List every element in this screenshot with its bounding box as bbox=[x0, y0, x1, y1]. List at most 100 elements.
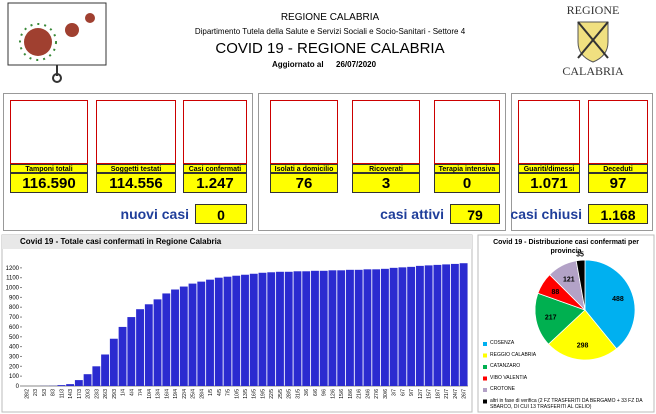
x-tick-label: 29/3 bbox=[112, 389, 118, 399]
updated-label: Aggiornato al bbox=[272, 60, 324, 69]
x-tick-label: 24/7 bbox=[453, 389, 459, 399]
y-tick-label: 1100 bbox=[6, 276, 20, 282]
bar bbox=[249, 273, 258, 386]
bar bbox=[57, 385, 66, 386]
card-value: 0 bbox=[434, 173, 500, 193]
bar bbox=[241, 274, 249, 386]
bar bbox=[74, 380, 83, 386]
bar bbox=[433, 264, 442, 386]
bar bbox=[258, 272, 267, 386]
legend-entry-box: CATANZARO bbox=[490, 363, 520, 369]
header-title: REGIONE CALABRIA bbox=[280, 12, 380, 23]
y-tick-label: 200 bbox=[9, 364, 20, 370]
card-label: Tamponi totali bbox=[10, 164, 88, 173]
group-closed bbox=[511, 93, 653, 231]
pie-slice bbox=[575, 259, 586, 311]
card-value: 114.556 bbox=[96, 173, 176, 193]
x-tick-label: 7/4 bbox=[138, 389, 144, 396]
legend-entry: CROTONE bbox=[490, 386, 515, 392]
x-tick-label: 2/3 bbox=[33, 389, 39, 396]
bar bbox=[223, 276, 232, 386]
y-tick-label: 300 bbox=[9, 354, 20, 360]
legend-entry: VIBO VALENTIA bbox=[490, 374, 528, 381]
logo-bottom: CALABRIA bbox=[562, 64, 624, 78]
bar bbox=[276, 271, 284, 386]
x-tick-label: 1/4 bbox=[121, 389, 127, 396]
bar bbox=[389, 267, 398, 386]
card-label: Isolati a domicilio bbox=[270, 164, 338, 173]
card-value: 97 bbox=[588, 173, 648, 193]
pie-slice bbox=[534, 292, 586, 345]
bar bbox=[214, 277, 223, 386]
card-value: 1.247 bbox=[183, 173, 247, 193]
x-tick-label: 27/6 bbox=[374, 389, 380, 399]
bar bbox=[136, 309, 144, 386]
bar bbox=[442, 264, 451, 386]
legend-entry: COSENZA bbox=[490, 340, 515, 346]
x-tick-label: 20/3 bbox=[86, 389, 92, 399]
x-tick-label: 16/4 bbox=[164, 389, 170, 399]
x-tick-label: 16/5 bbox=[252, 389, 258, 399]
x-tick-label: 13/5 bbox=[243, 389, 249, 399]
y-tick-label: 700 bbox=[9, 315, 20, 321]
x-tick-label: 25/4 bbox=[191, 389, 197, 399]
x-tick-label: 13/4 bbox=[156, 389, 162, 399]
bar bbox=[450, 263, 459, 386]
y-tick-label: 400 bbox=[9, 345, 20, 351]
legend-entry-box: COSENZA bbox=[490, 340, 515, 346]
bar bbox=[197, 281, 206, 386]
y-tick-label: 100 bbox=[9, 374, 20, 380]
x-tick-label: 14/3 bbox=[68, 389, 74, 399]
bar bbox=[407, 266, 416, 386]
bar bbox=[171, 289, 179, 386]
y-tick-label: 1000 bbox=[6, 286, 20, 292]
group-active bbox=[258, 93, 506, 231]
pie-slice bbox=[547, 309, 618, 361]
x-tick-label: 19/4 bbox=[173, 389, 179, 399]
y-tick-label: 800 bbox=[9, 305, 20, 311]
x-tick-label: 6/6 bbox=[313, 389, 319, 396]
summary-label: nuovi casi bbox=[120, 206, 189, 222]
legend-entry-box: CROTONE bbox=[490, 386, 515, 392]
bar bbox=[66, 384, 75, 386]
bar bbox=[118, 326, 127, 386]
x-tick-label: 28/4 bbox=[199, 389, 205, 399]
x-tick-label: 10/4 bbox=[147, 389, 153, 399]
summary-label: casi chiusi bbox=[510, 206, 582, 222]
card-icon bbox=[10, 100, 88, 164]
card-label: Terapia intensiva bbox=[434, 164, 500, 173]
card-label: Guariti/dimessi bbox=[518, 164, 580, 173]
pie-value-label: 88 bbox=[552, 289, 560, 296]
card-icon bbox=[183, 100, 247, 164]
card-label: Casi confermati bbox=[183, 164, 247, 173]
bar bbox=[284, 271, 293, 386]
x-tick-label: 9/7 bbox=[409, 389, 415, 396]
x-tick-label: 4/4 bbox=[129, 389, 135, 396]
x-tick-label: 15/7 bbox=[427, 389, 433, 399]
bar bbox=[459, 263, 468, 386]
x-tick-label: 22/5 bbox=[269, 389, 275, 399]
x-tick-label: 28/2 bbox=[24, 389, 30, 399]
x-tick-label: 3/6 bbox=[304, 389, 310, 396]
legend-entry-box: altri in fase di verifica (2 FZ TRASFERI… bbox=[490, 398, 642, 410]
x-tick-label: 9/6 bbox=[322, 389, 328, 396]
x-tick-label: 18/7 bbox=[435, 389, 441, 399]
y-tick-label: 900 bbox=[9, 295, 20, 301]
x-tick-label: 5/3 bbox=[42, 389, 48, 396]
bar bbox=[372, 269, 381, 386]
x-tick-label: 26/7 bbox=[462, 389, 468, 399]
y-tick-label: 500 bbox=[9, 335, 20, 341]
x-tick-label: 6/7 bbox=[400, 389, 406, 396]
x-tick-label: 1/5 bbox=[208, 389, 214, 396]
summary-value: 79 bbox=[450, 204, 500, 224]
legend-swatch bbox=[483, 388, 487, 392]
pie-value-label: 121 bbox=[563, 276, 575, 283]
bar bbox=[153, 299, 162, 386]
legend-swatch bbox=[483, 365, 487, 369]
bar-chart-title: Covid 19 - Totale casi confermati in Reg… bbox=[20, 237, 222, 246]
x-tick-label: 18/6 bbox=[348, 389, 354, 399]
legend-entry-box: VIBO VALENTIA bbox=[490, 374, 528, 381]
summary-label: casi attivi bbox=[380, 206, 444, 222]
bar bbox=[92, 366, 101, 386]
